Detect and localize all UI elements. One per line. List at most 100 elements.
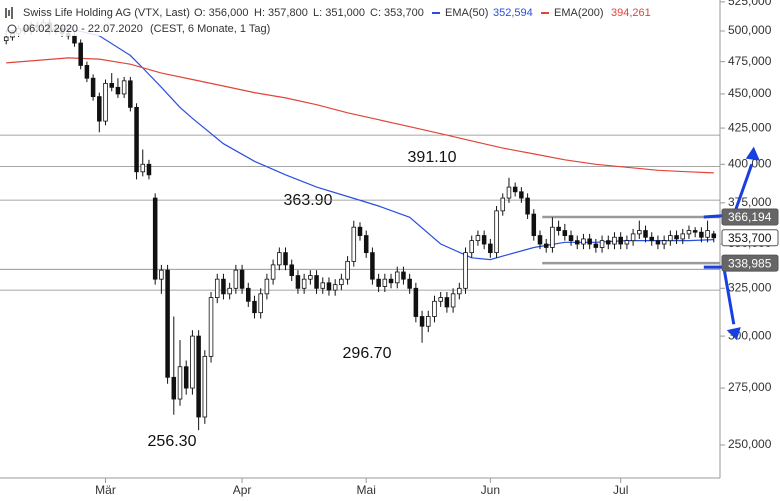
candle-body [506,186,512,199]
price-label: 366,194 [728,210,772,224]
candle-body [525,197,530,215]
candle-body [314,275,319,289]
candle-body [630,233,636,242]
candle-body [568,235,574,242]
y-tick-label: 425,000 [728,120,772,134]
candle-body [674,235,679,240]
x-tick-label: Jul [613,483,628,497]
price-box [721,208,779,226]
candle-body [618,236,623,245]
candle-body [202,355,208,418]
header-bg [0,4,440,36]
annotation: 256.30 [148,433,197,450]
candle-body [488,243,493,254]
candle-body [97,96,102,122]
candle-body [599,240,605,248]
candle-body [146,163,152,176]
candle-body [289,264,294,276]
x-tick-label: Mai [357,483,376,497]
candle-body [159,269,164,280]
price-box [721,229,779,247]
candle-body [494,210,499,254]
candle-body [177,366,183,400]
candle-body [239,269,245,289]
y-tick-label: 275,000 [728,380,772,394]
legend-label: EMA(50) [445,7,488,19]
candle-body [109,83,114,88]
candle-body [214,278,220,298]
price-label: 338,985 [728,256,772,270]
candle-body [140,163,146,173]
candle-body [121,80,127,95]
annotation: 391.10 [408,149,457,166]
candle-body [339,278,344,286]
candle-body [183,366,189,389]
candle-body [450,293,456,308]
candle-body [419,316,425,327]
candle-body [351,226,357,262]
candle-body [295,275,301,289]
candle-body [593,243,599,248]
y-tick-label: 325,000 [728,280,772,294]
subtitle-note: (CEST, 6 Monate, 1 Tag) [150,23,270,35]
candle-body [270,264,276,280]
candle-body [72,35,77,44]
candle-body [649,236,654,242]
candle-body [655,240,661,245]
candle-body [252,300,257,314]
x-tick-label: Apr [233,483,252,497]
clock-icon [7,24,17,34]
candle-body [382,278,388,287]
candle-body [152,197,158,280]
candle-body [587,238,592,245]
price-box [721,254,779,272]
candle-body [581,238,586,245]
candle-body [543,243,549,248]
arrow-down-head [726,327,741,341]
candle-body [661,240,667,245]
y-tick-label: 375,000 [728,195,772,209]
arrow-up-head [745,146,760,161]
icon [5,7,13,19]
candle-body [692,230,698,233]
y-tick-label: 400,000 [728,156,772,170]
y-tick-label: 475,000 [728,54,772,68]
subtitle: 06.02.2020 - 22.07.2020 [23,23,143,35]
candle-body [363,235,369,254]
candle-body [550,226,555,248]
x-tick-label: Jun [481,483,500,497]
candle-body [388,278,394,284]
candle-body [134,106,139,173]
candle-body [221,278,226,295]
candle-body [680,233,686,240]
candle-body [426,316,431,327]
candle-body [301,278,307,289]
candle-body [128,80,133,108]
candle-body [196,335,201,418]
candle-body [326,282,332,291]
candle-body [407,278,412,289]
candle-body [208,297,214,357]
candle-body [233,269,239,289]
y-tick-label: 525,000 [728,0,772,8]
candle-body [227,287,232,295]
candle-body [531,213,537,236]
candle-body [699,231,704,238]
y-tick-label: 250,000 [728,437,772,451]
candle-body [357,226,363,236]
candle-body [171,376,177,400]
candle-body [370,252,375,280]
candle-body [84,65,90,79]
header: Swiss Life Holding AG (VTX, Last) O: 356… [0,4,651,36]
candle-body [512,186,518,193]
candle-body [246,287,251,302]
candle-body [277,252,282,266]
candle-body [438,297,443,302]
candle-body [264,278,270,295]
candle-body [401,271,406,280]
legend-value: 394,261 [611,7,651,19]
legend-value: 352,594 [493,7,533,19]
annotation: 363.90 [284,192,333,209]
candle-body [457,287,462,295]
